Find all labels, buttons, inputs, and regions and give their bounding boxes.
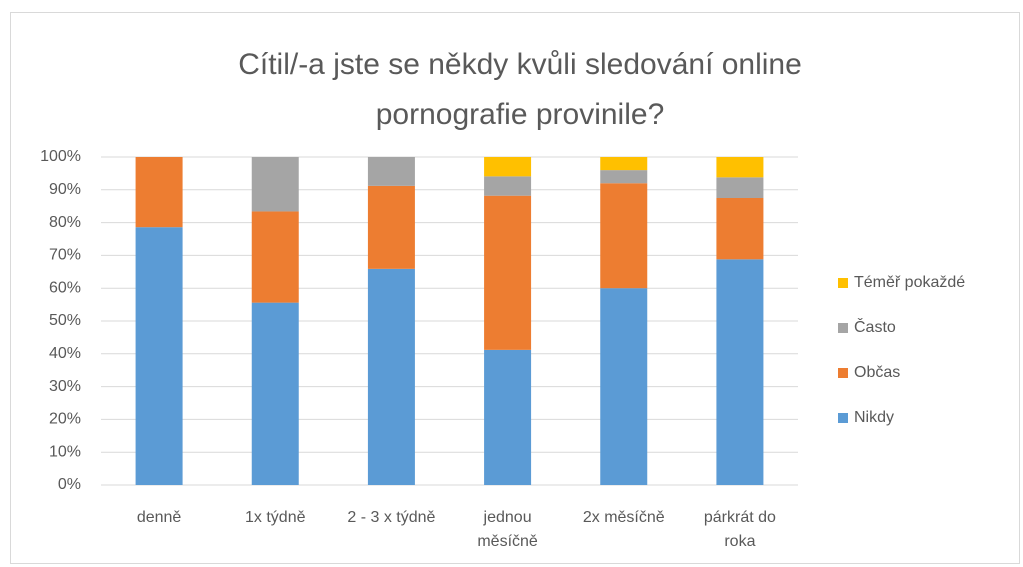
bar-segment [484, 157, 532, 177]
bar-segment [484, 176, 532, 196]
bar-segment [135, 227, 183, 485]
y-tick-label: 90% [49, 181, 81, 198]
legend-swatch [838, 368, 848, 378]
bar-segment [716, 157, 764, 178]
y-tick-label: 60% [49, 279, 81, 296]
legend-swatch [838, 278, 848, 288]
x-tick-label: 1x týdně [245, 509, 306, 526]
legend-label: Občas [854, 364, 900, 381]
y-tick-label: 100% [40, 148, 81, 165]
x-tick-label: jednou měsíčně [477, 509, 538, 550]
bar-segment [716, 177, 764, 198]
y-tick-label: 40% [49, 345, 81, 362]
bar-segment [367, 185, 415, 269]
bar-segment [600, 157, 648, 171]
bar-segment [484, 195, 532, 350]
bar-segment [251, 302, 299, 485]
x-tick-label: 2x měsíčně [582, 509, 665, 526]
y-tick-label: 20% [49, 411, 81, 428]
bar-segment [367, 157, 415, 186]
y-tick-label: 50% [49, 312, 81, 329]
chart-border [10, 12, 1020, 564]
legend-label: Často [854, 317, 896, 336]
bar-segment [251, 157, 299, 212]
chart-title: Cítil/-a jste se někdy kvůli sledování o… [238, 48, 802, 131]
legend-label: Nikdy [854, 409, 894, 426]
bar-segment [367, 268, 415, 485]
legend-swatch [838, 323, 848, 333]
bar-segment [251, 211, 299, 303]
y-tick-label: 70% [49, 247, 81, 264]
legend-swatch [838, 413, 848, 423]
x-tick-label: párkrát do roka [703, 509, 776, 550]
bar-segment [600, 170, 648, 184]
x-tick-label: 2 - 3 x týdně [347, 509, 436, 526]
bar-segment [600, 288, 648, 485]
x-tick-label: denně [136, 509, 182, 526]
bar-segment [716, 198, 764, 260]
bar-segment [135, 157, 183, 228]
bar-segment [484, 349, 532, 485]
y-tick-label: 80% [49, 214, 81, 231]
y-tick-label: 10% [49, 443, 81, 460]
legend-label: Téměř pokaždé [854, 274, 965, 291]
bar-segment [716, 259, 764, 485]
y-tick-label: 30% [49, 378, 81, 395]
bar-segment [600, 183, 648, 289]
y-tick-label: 0% [58, 476, 81, 493]
